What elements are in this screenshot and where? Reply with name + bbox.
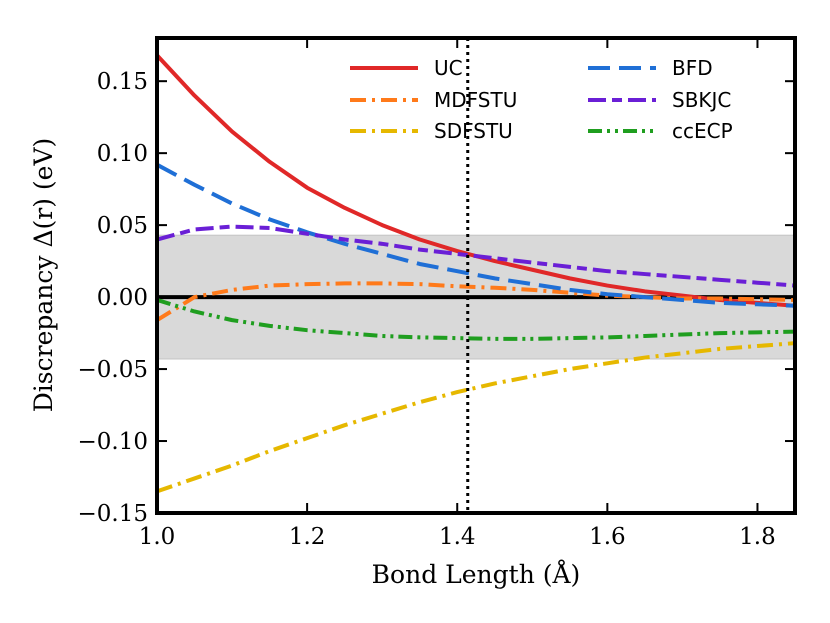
y-tick-label: −0.05: [78, 357, 148, 383]
x-axis-label: Bond Length (Å): [372, 559, 581, 589]
plot-frame: [155, 36, 797, 515]
series-layer: [157, 53, 795, 494]
x-tick-label: 1.4: [439, 524, 476, 550]
x-tick-label: 1.0: [139, 524, 176, 550]
y-axis-label: Discrepancy Δ(r) (eV): [29, 138, 58, 413]
tick-layer: 1.0 1.2 1.4 1.6 1.8 −0.15 −0.10 −0.05 0.00 0.05 0.…: [78, 38, 795, 550]
y-tick-label: 0.15: [97, 69, 148, 95]
x-tick-label: 1.8: [739, 524, 776, 550]
legend-label-sdfstu: SDFSTU: [434, 119, 513, 143]
series-line-sdfstu: [157, 341, 795, 494]
series-line-ccecp: [157, 298, 795, 341]
series-line-sbkjc: [157, 224, 795, 288]
x-tick-label: 1.2: [289, 524, 326, 550]
y-tick-label: 0.10: [97, 141, 148, 167]
legend: UC MDFSTU SDFSTU BFD SBKJC ccECP: [350, 56, 733, 143]
y-tick-label: −0.10: [78, 429, 148, 455]
legend-label-ccecp: ccECP: [672, 119, 733, 143]
y-tick-label: −0.15: [78, 501, 148, 527]
legend-label-bfd: BFD: [672, 56, 713, 80]
y-tick-label: 0.05: [97, 213, 148, 239]
legend-label-sbkjc: SBKJC: [672, 88, 731, 112]
series-line-mdfstu: [157, 281, 795, 322]
y-tick-label: 0.00: [97, 285, 148, 311]
x-tick-label: 1.6: [589, 524, 626, 550]
legend-label-mdfstu: MDFSTU: [434, 88, 517, 112]
legend-label-uc: UC: [434, 56, 463, 80]
